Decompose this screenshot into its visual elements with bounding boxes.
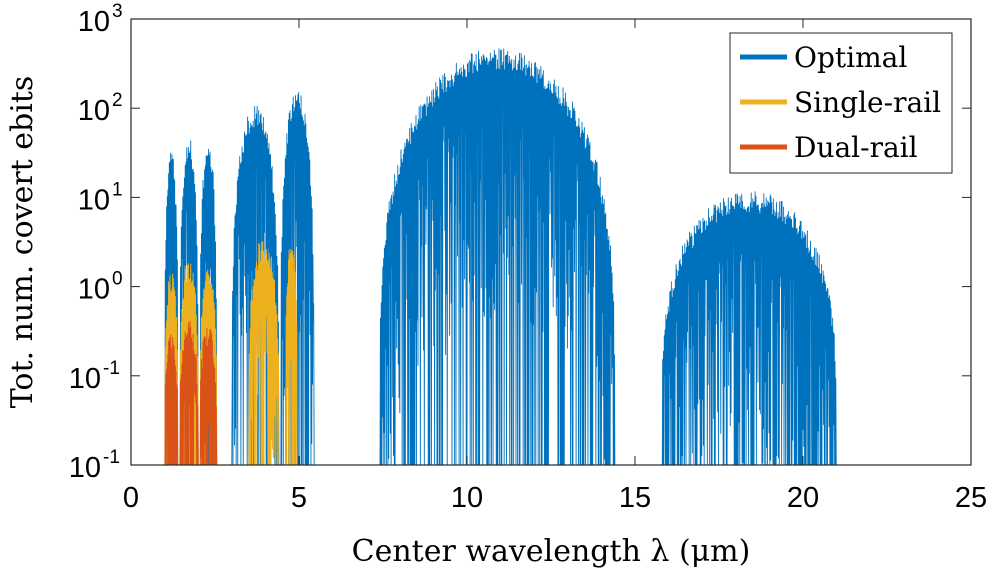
y-axis-label: Tot. num. covert ebits xyxy=(5,76,40,409)
series-dual-rail xyxy=(164,320,218,466)
ticks-layer xyxy=(130,18,972,466)
series-optimal-band-5 xyxy=(280,91,315,466)
x-tick-label: 15 xyxy=(619,482,651,514)
y-tick-exponent: 1 xyxy=(112,179,123,200)
y-tick-base: 10 xyxy=(78,184,110,216)
y-tick-exponent: -1 xyxy=(103,358,120,379)
y-tick-exponent: 3 xyxy=(112,1,123,22)
series-dual-rail-band-3 xyxy=(199,328,218,466)
series-dual-rail-band-2 xyxy=(179,320,199,466)
x-tick-label: 25 xyxy=(955,482,987,514)
y-tick-base: 10 xyxy=(69,363,101,395)
series-optimal-band-7 xyxy=(661,191,837,466)
y-tick-base: 10 xyxy=(78,274,110,306)
plot-frame xyxy=(130,18,972,466)
legend: Optimal Single-rail Dual-rail xyxy=(729,32,953,174)
legend-label-single-rail: Single-rail xyxy=(794,86,941,119)
series-single-rail-band-4 xyxy=(248,241,280,466)
x-tick-label: 5 xyxy=(291,482,307,514)
y-tick-base: 10 xyxy=(78,95,110,127)
series-dual-rail-band-1 xyxy=(164,334,179,466)
x-tick-label: 0 xyxy=(123,482,139,514)
y-tick-exponent: 0 xyxy=(112,269,123,290)
x-axis-label: Center wavelength λ (μm) xyxy=(352,534,751,569)
y-tick-base: 10 xyxy=(69,452,101,484)
series-optimal-band-6 xyxy=(379,48,616,466)
series-optimal xyxy=(164,48,837,466)
series-layer xyxy=(164,48,837,466)
y-tick-exponent: 2 xyxy=(112,90,123,111)
x-tick-label: 20 xyxy=(787,482,819,514)
legend-label-dual-rail: Dual-rail xyxy=(794,131,918,164)
y-tick-base: 10 xyxy=(78,6,110,38)
legend-label-optimal: Optimal xyxy=(794,41,907,74)
x-tick-label: 10 xyxy=(451,482,483,514)
y-tick-exponent: -1 xyxy=(103,447,120,468)
series-single-rail-band-5 xyxy=(285,248,298,466)
